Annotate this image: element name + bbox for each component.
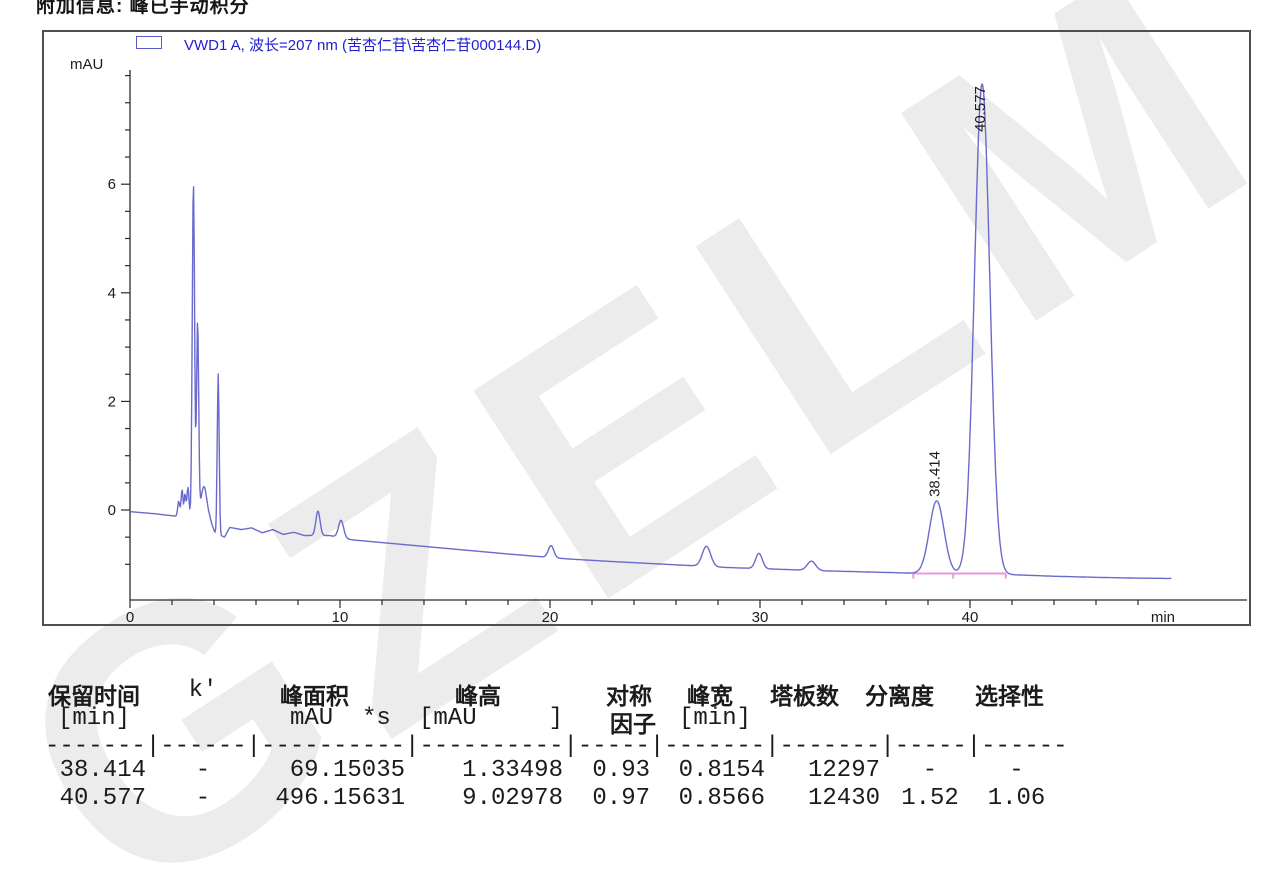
table-separator: -------|------|----------|----------|---… — [45, 733, 1068, 760]
col-header-peak-height: 峰高 — [455, 683, 501, 709]
svg-text:0: 0 — [126, 609, 134, 624]
col-header-k: k' — [188, 677, 218, 704]
col-header-selectivity: 选择性 — [975, 683, 1044, 709]
table-cell: 40.577 — [59, 785, 146, 812]
table-cell: 1.06 — [987, 785, 1046, 812]
col-header-plates: 塔板数 — [770, 683, 839, 709]
svg-text:6: 6 — [108, 176, 116, 193]
unit-symmetry-factor: 因子 — [610, 711, 656, 737]
table-cell: 69.15035 — [289, 757, 405, 784]
col-header-retention-time: 保留时间 — [48, 683, 140, 709]
table-cell: - — [195, 757, 211, 784]
table-cell: 1.33498 — [462, 757, 563, 784]
table-cell: 38.414 — [59, 757, 146, 784]
svg-text:40: 40 — [962, 609, 979, 624]
table-cell: - — [1009, 757, 1024, 784]
svg-text:20: 20 — [542, 609, 559, 624]
svg-text:10: 10 — [332, 609, 349, 624]
chromatogram-plot-frame: 0 2 4 6 0 10 20 30 40 min 38.414 40.577 mAU VWD1 A,… — [42, 30, 1251, 626]
peak-rt-label: 40.577 — [972, 86, 989, 132]
table-cell: 12430 — [807, 785, 880, 812]
unit-peak-area: mAU *s — [290, 705, 391, 732]
table-cell: 0.8154 — [678, 757, 765, 784]
table-cell: 9.02978 — [462, 785, 563, 812]
svg-text:min: min — [1151, 609, 1175, 624]
y-axis-unit-label: mAU — [70, 56, 104, 73]
table-cell: 0.93 — [592, 757, 650, 784]
unit-peak-height: [mAU ] — [419, 705, 564, 732]
col-header-peak-area: 峰面积 — [280, 683, 349, 709]
table-cell: 0.8566 — [678, 785, 765, 812]
col-header-resolution: 分离度 — [865, 683, 934, 709]
unit-retention-time: [min] — [58, 705, 131, 732]
legend-color-box — [136, 36, 162, 49]
table-cell: - — [922, 757, 938, 784]
peak-rt-label: 38.414 — [927, 451, 944, 497]
svg-text:2: 2 — [108, 393, 116, 410]
svg-text:4: 4 — [108, 285, 116, 302]
svg-text:0: 0 — [108, 502, 116, 519]
chromatogram-plot: 0 2 4 6 0 10 20 30 40 min 38.414 40.577 — [108, 70, 1247, 624]
svg-text:30: 30 — [752, 609, 769, 624]
table-cell: 1.52 — [901, 785, 959, 812]
col-header-symmetry: 对称 — [606, 683, 652, 709]
additional-info-text: 附加信息: 峰已手动积分 — [36, 0, 250, 17]
table-cell: 12297 — [807, 757, 880, 784]
table-cell: 496.15631 — [275, 785, 405, 812]
table-cell: 0.97 — [592, 785, 650, 812]
table-cell: - — [195, 785, 211, 812]
legend-label: VWD1 A, 波长=207 nm (苦杏仁苷\苦杏仁苷000144.D) — [184, 37, 542, 54]
unit-peak-width: [min] — [679, 705, 752, 732]
col-header-peak-width: 峰宽 — [687, 683, 733, 709]
